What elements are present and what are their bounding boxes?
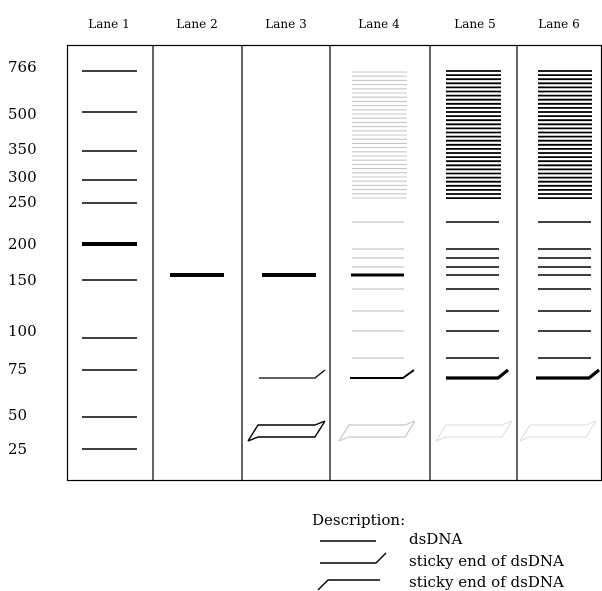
- lane-4-band-sticky: [350, 369, 415, 379]
- lane-5-band-staggered-bottom-strand: [435, 420, 513, 442]
- lane-6-band-staggered-bottom-strand: [519, 420, 597, 442]
- size-label-25: 25: [8, 440, 28, 458]
- lane-3-band-sticky: [259, 369, 326, 379]
- lane-6-label: Lane 6: [538, 17, 580, 31]
- lane-2-label: Lane 2: [176, 17, 218, 31]
- lane-3-band-staggered-top-strand: [247, 420, 326, 442]
- legend-title: Description:: [312, 511, 406, 529]
- lane-1-label: Lane 1: [88, 17, 130, 31]
- lane-3-band-staggered-bottom-strand: [247, 420, 326, 442]
- size-label-50: 50: [8, 406, 28, 424]
- lane-4-band-staggered-top-strand: [338, 420, 416, 442]
- lane-5-band-sticky: [446, 368, 509, 380]
- lane-3-label: Lane 3: [265, 17, 307, 31]
- lane-4-band-staggered-bottom-strand: [338, 420, 416, 442]
- lane-6-band-sticky: [536, 368, 600, 380]
- legend-label-sticky-end-left: sticky end of dsDNA: [409, 573, 564, 591]
- gel-frame: [66, 44, 602, 482]
- legend-symbol-sticky-end-left: [317, 579, 380, 590]
- size-label-500: 500: [8, 105, 37, 123]
- size-label-75: 75: [8, 360, 28, 378]
- lane-4-label: Lane 4: [358, 17, 400, 31]
- size-label-250: 250: [8, 193, 37, 211]
- size-label-200: 200: [8, 235, 37, 253]
- lane-6-band-staggered-top-strand: [519, 420, 597, 442]
- lane-5-band-staggered-top-strand: [435, 420, 513, 442]
- legend-symbol-sticky-end-right: [320, 552, 387, 564]
- size-label-350: 350: [8, 140, 37, 158]
- size-label-300: 300: [8, 168, 37, 186]
- size-label-150: 150: [8, 271, 37, 289]
- legend-label-dsdna: dsDNA: [409, 530, 463, 548]
- size-label-100: 100: [8, 322, 37, 340]
- size-label-766: 766: [8, 58, 37, 76]
- legend-label-sticky-end-right: sticky end of dsDNA: [409, 552, 564, 570]
- lane-5-label: Lane 5: [454, 17, 496, 31]
